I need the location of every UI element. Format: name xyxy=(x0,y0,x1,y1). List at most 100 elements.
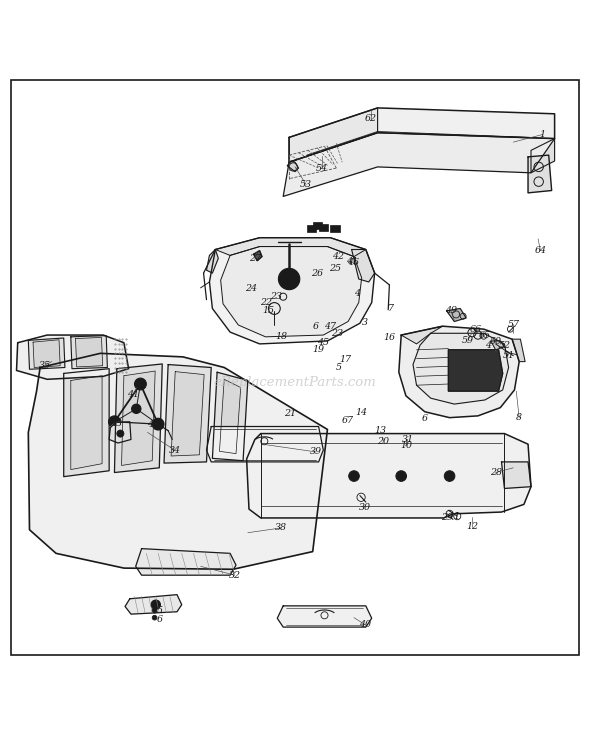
Text: 41: 41 xyxy=(346,257,358,266)
Text: 13: 13 xyxy=(374,426,386,435)
Bar xyxy=(313,223,322,229)
Text: 1: 1 xyxy=(540,130,546,139)
Circle shape xyxy=(135,378,146,390)
Polygon shape xyxy=(206,249,218,273)
Polygon shape xyxy=(64,369,109,477)
Text: 5: 5 xyxy=(336,363,342,372)
Text: 18: 18 xyxy=(275,332,287,341)
Circle shape xyxy=(301,470,312,481)
Text: 23: 23 xyxy=(270,293,282,301)
Text: 7: 7 xyxy=(388,304,394,313)
Polygon shape xyxy=(531,139,555,173)
Circle shape xyxy=(152,609,157,613)
Polygon shape xyxy=(17,335,129,379)
Polygon shape xyxy=(209,237,375,344)
Text: eReplacementParts.com: eReplacementParts.com xyxy=(214,376,376,389)
Polygon shape xyxy=(352,249,375,282)
Text: 10: 10 xyxy=(400,442,412,451)
Text: 15: 15 xyxy=(263,306,274,315)
Text: 67: 67 xyxy=(342,416,354,425)
Polygon shape xyxy=(287,161,299,171)
Text: 17: 17 xyxy=(339,355,351,365)
Text: 59: 59 xyxy=(462,336,474,345)
Text: 35: 35 xyxy=(39,361,51,370)
Text: 30: 30 xyxy=(359,503,371,512)
Polygon shape xyxy=(71,336,107,369)
Text: 34: 34 xyxy=(169,445,181,455)
Text: 24: 24 xyxy=(245,284,257,293)
Polygon shape xyxy=(122,371,155,465)
Polygon shape xyxy=(413,333,509,404)
Text: 65: 65 xyxy=(478,331,490,340)
Text: 21: 21 xyxy=(284,409,296,418)
Polygon shape xyxy=(212,372,248,461)
Circle shape xyxy=(132,404,141,414)
Polygon shape xyxy=(71,376,102,470)
Polygon shape xyxy=(491,341,504,350)
Bar xyxy=(330,225,340,232)
Polygon shape xyxy=(502,462,531,489)
Polygon shape xyxy=(164,365,211,463)
Text: 38: 38 xyxy=(275,523,287,532)
Circle shape xyxy=(396,470,407,481)
Text: 22: 22 xyxy=(260,298,272,307)
Polygon shape xyxy=(171,372,204,456)
Text: 53: 53 xyxy=(300,180,312,189)
Polygon shape xyxy=(277,606,372,627)
Polygon shape xyxy=(33,340,60,368)
Polygon shape xyxy=(109,422,131,443)
Text: 57: 57 xyxy=(507,320,519,329)
Bar xyxy=(319,223,328,231)
Text: 51: 51 xyxy=(503,351,514,359)
Circle shape xyxy=(152,418,164,430)
Circle shape xyxy=(151,600,160,609)
Text: 42: 42 xyxy=(332,252,344,261)
Polygon shape xyxy=(512,339,525,362)
Text: 28: 28 xyxy=(490,468,502,477)
Text: 20: 20 xyxy=(378,437,389,445)
Text: 31: 31 xyxy=(402,435,414,444)
Polygon shape xyxy=(125,595,182,614)
Text: 32: 32 xyxy=(229,570,241,580)
Text: 23: 23 xyxy=(332,329,343,338)
Polygon shape xyxy=(399,326,519,417)
Text: 39: 39 xyxy=(310,448,322,456)
Text: 3: 3 xyxy=(362,318,368,326)
Text: 47: 47 xyxy=(324,322,336,331)
Text: 41: 41 xyxy=(148,420,159,429)
Polygon shape xyxy=(289,108,378,162)
Text: 4: 4 xyxy=(485,341,491,350)
Polygon shape xyxy=(219,379,241,453)
Text: 43: 43 xyxy=(110,419,122,428)
Polygon shape xyxy=(289,108,555,162)
Polygon shape xyxy=(528,155,552,193)
Text: 5: 5 xyxy=(156,606,162,615)
Text: 50: 50 xyxy=(490,337,502,346)
Text: 26: 26 xyxy=(312,268,323,278)
Text: 64: 64 xyxy=(535,246,546,255)
Polygon shape xyxy=(247,434,531,518)
Text: 49: 49 xyxy=(445,306,457,315)
Polygon shape xyxy=(28,354,327,570)
Polygon shape xyxy=(28,338,65,369)
Text: 40: 40 xyxy=(359,620,371,629)
Text: 41: 41 xyxy=(127,390,139,399)
Polygon shape xyxy=(447,309,466,321)
Text: 52: 52 xyxy=(499,340,510,350)
Text: 19: 19 xyxy=(313,345,324,354)
Circle shape xyxy=(152,615,157,620)
Polygon shape xyxy=(76,337,103,367)
Text: 8: 8 xyxy=(516,413,522,422)
Text: 25: 25 xyxy=(329,264,341,273)
Circle shape xyxy=(117,430,124,437)
Circle shape xyxy=(278,268,300,290)
Text: 14: 14 xyxy=(355,409,367,417)
Text: 66: 66 xyxy=(470,326,482,334)
Text: 12: 12 xyxy=(466,523,478,531)
Polygon shape xyxy=(114,364,162,473)
Text: 6: 6 xyxy=(313,322,319,331)
Text: 45: 45 xyxy=(317,337,329,347)
Polygon shape xyxy=(206,426,323,462)
Polygon shape xyxy=(283,133,555,196)
Circle shape xyxy=(109,416,120,428)
